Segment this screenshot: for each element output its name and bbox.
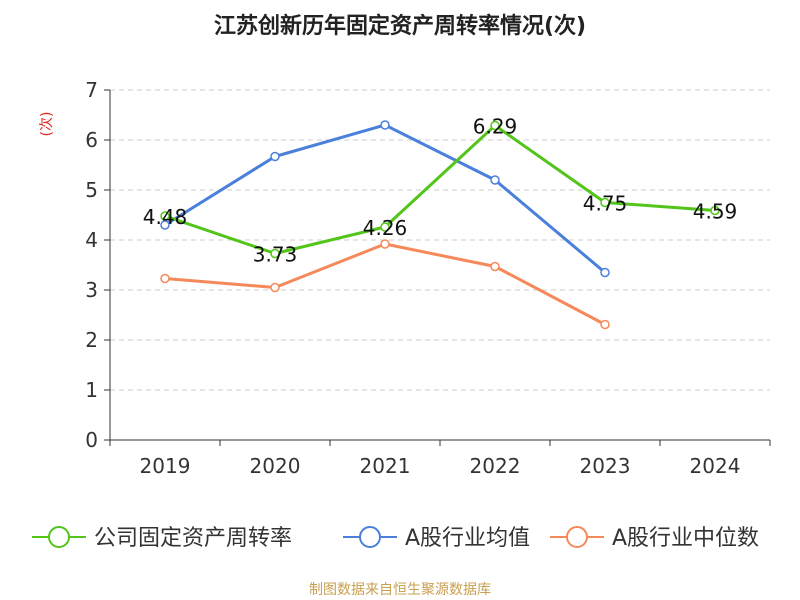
data-point	[380, 222, 390, 232]
data-point	[270, 151, 280, 162]
data-point	[600, 319, 610, 330]
legend-marker	[359, 526, 381, 548]
y-tick-label: 5	[85, 178, 98, 202]
series-0	[160, 120, 720, 259]
legend-marker	[48, 526, 70, 548]
data-point	[380, 239, 390, 249]
series-line	[164, 123, 606, 274]
legend-item: A股行业中位数	[550, 526, 759, 551]
y-tick-label: 0	[85, 428, 98, 452]
y-tick-label: 7	[85, 78, 98, 102]
data-point	[710, 205, 720, 216]
x-tick-label: 2021	[360, 454, 411, 478]
data-point	[380, 120, 390, 130]
data-point	[600, 197, 610, 208]
x-tick-label: 2020	[250, 454, 301, 478]
x-tick-label: 2023	[580, 454, 631, 478]
data-point	[600, 267, 610, 278]
legend-marker	[566, 526, 588, 548]
data-label: 4.26	[363, 216, 408, 240]
series-layer	[160, 120, 720, 330]
legend-label: 公司固定资产周转率	[94, 526, 292, 551]
legend-label: A股行业中位数	[612, 526, 759, 551]
data-label: 4.75	[583, 192, 628, 216]
data-label: 6.29	[473, 115, 518, 139]
y-tick-label: 3	[85, 278, 98, 302]
y-tick-label: 6	[85, 128, 98, 152]
data-label: 4.59	[693, 200, 738, 224]
legend: 公司固定资产周转率 A股行业均值 A股行业中位数	[32, 526, 759, 551]
data-point	[490, 120, 500, 131]
gridlines	[110, 89, 770, 391]
data-point	[160, 220, 170, 230]
data-point	[160, 211, 170, 221]
legend-item: 公司固定资产周转率	[32, 526, 292, 551]
y-tick-label: 4	[85, 228, 98, 252]
y-tick-label: 2	[85, 328, 98, 352]
legend-item: A股行业均值	[343, 526, 530, 551]
data-point	[160, 273, 170, 284]
data-point	[490, 175, 500, 185]
x-tick-label: 2022	[470, 454, 521, 478]
series-1	[160, 120, 610, 278]
chart-title: 江苏创新历年固定资产周转率情况(次)	[214, 13, 586, 39]
data-labels: 4.48 3.73 4.26 6.29 4.75 4.59	[143, 115, 738, 267]
y-tick-label: 1	[85, 378, 98, 402]
series-line	[164, 242, 606, 326]
data-point	[490, 261, 500, 272]
data-point	[270, 248, 280, 259]
series-2	[160, 239, 610, 330]
data-label: 4.48	[143, 205, 188, 229]
y-axis-label: (次)	[39, 112, 55, 137]
data-point	[270, 282, 280, 293]
series-line	[164, 124, 716, 255]
data-label: 3.73	[253, 243, 298, 267]
x-tick-label: 2024	[690, 454, 741, 478]
x-tick-label: 2019	[140, 454, 191, 478]
source-note: 制图数据来自恒生聚源数据库	[309, 582, 491, 598]
legend-label: A股行业均值	[405, 526, 530, 551]
axes: 0 1 2 3 4 5 6 7 2019 2020 2021 2022 2023 2024	[85, 78, 771, 478]
